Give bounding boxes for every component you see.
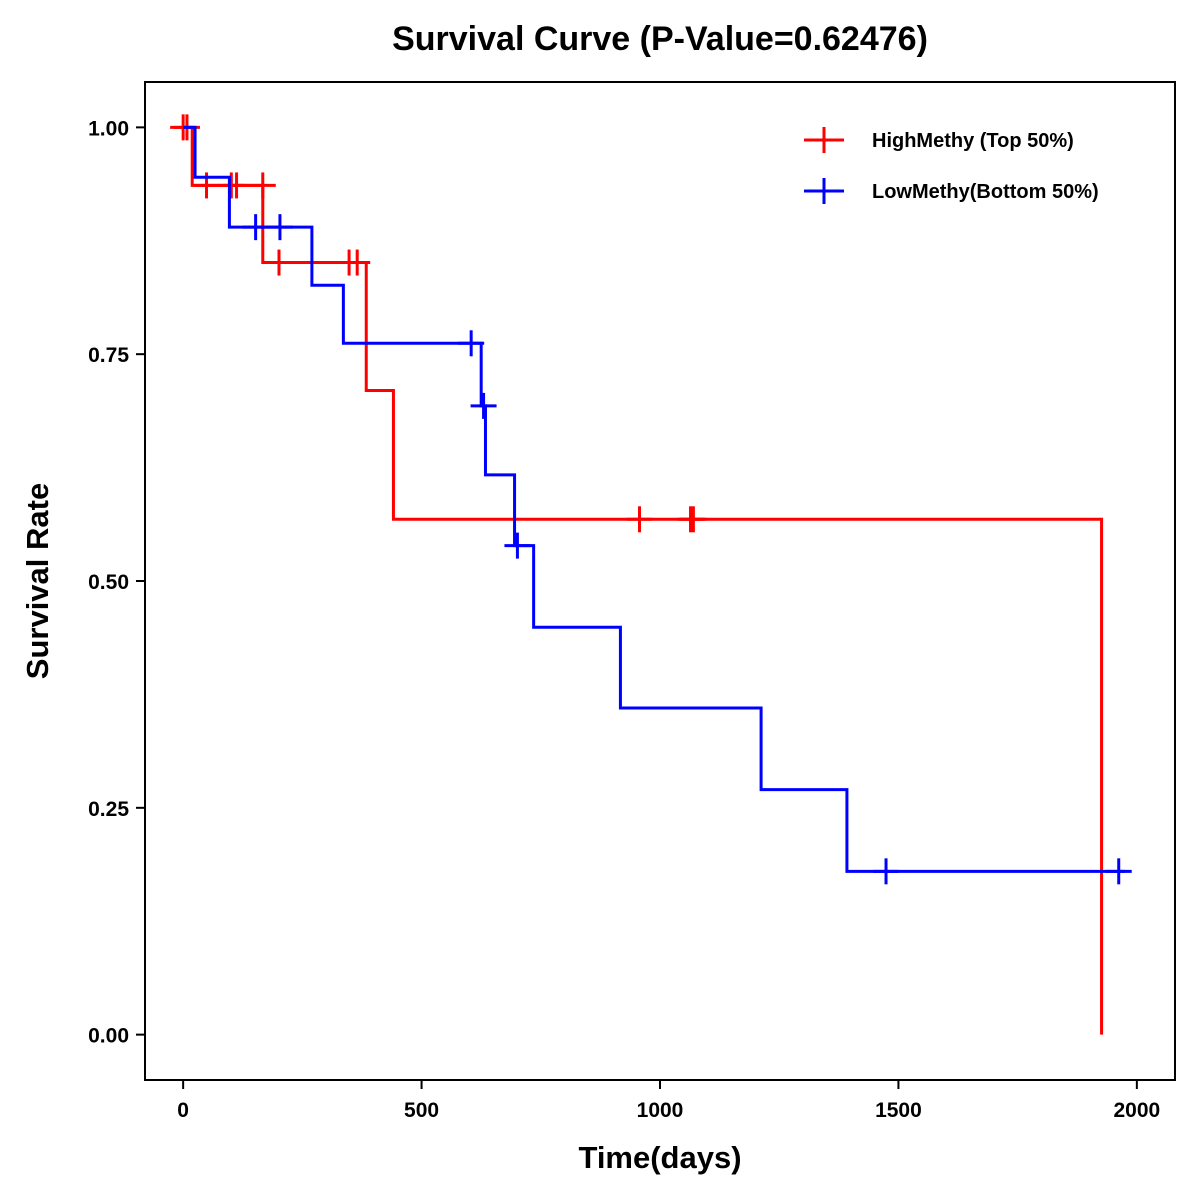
legend-key-icon	[804, 178, 844, 204]
x-tick-label: 0	[177, 1099, 189, 1122]
series-low-methy	[183, 125, 1132, 885]
x-axis: 0 500 1000 1500 2000	[177, 1080, 1160, 1122]
y-tick-label: 0.75	[88, 344, 129, 367]
legend-item: LowMethy(Bottom 50%)	[804, 178, 1099, 204]
series-layer	[170, 114, 1132, 1035]
censor-mark	[680, 506, 707, 533]
y-tick-label: 1.00	[88, 117, 129, 140]
legend-label: HighMethy (Top 50%)	[872, 130, 1074, 152]
censor-mark	[265, 249, 292, 276]
x-tick-label: 1500	[875, 1099, 922, 1122]
legend-key-icon	[804, 127, 844, 153]
series-high-methy	[170, 114, 1104, 1035]
censor-mark	[873, 858, 900, 885]
censor-mark	[458, 330, 485, 357]
x-tick-label: 2000	[1113, 1099, 1160, 1122]
censor-mark	[1105, 858, 1132, 885]
legend: HighMethy (Top 50%) LowMethy(Bottom 50%)	[804, 127, 1099, 204]
x-tick-label: 500	[404, 1099, 439, 1122]
y-axis-label: Survival Rate	[20, 483, 55, 679]
y-tick-label: 0.00	[88, 1025, 129, 1048]
legend-label: LowMethy(Bottom 50%)	[872, 181, 1099, 203]
plot-area-frame	[144, 81, 1176, 1081]
censor-mark	[504, 532, 531, 559]
y-tick-label: 0.50	[88, 571, 129, 594]
y-tick-label: 0.25	[88, 798, 129, 821]
censor-mark	[344, 249, 371, 276]
survival-step-line	[183, 125, 1104, 1035]
censor-mark	[223, 172, 250, 199]
censor-mark	[470, 392, 497, 419]
y-axis: 0.00 0.25 0.50 0.75 1.00	[88, 117, 145, 1048]
censor-mark	[266, 214, 293, 241]
censor-mark	[242, 214, 269, 241]
censor-mark	[249, 172, 276, 199]
censor-mark	[626, 506, 653, 533]
x-tick-label: 1000	[637, 1099, 684, 1122]
x-axis-label: Time(days)	[578, 1140, 741, 1175]
chart-title: Survival Curve (P-Value=0.62476)	[392, 20, 928, 58]
legend-item: HighMethy (Top 50%)	[804, 127, 1074, 153]
survival-step-line	[183, 125, 1125, 873]
